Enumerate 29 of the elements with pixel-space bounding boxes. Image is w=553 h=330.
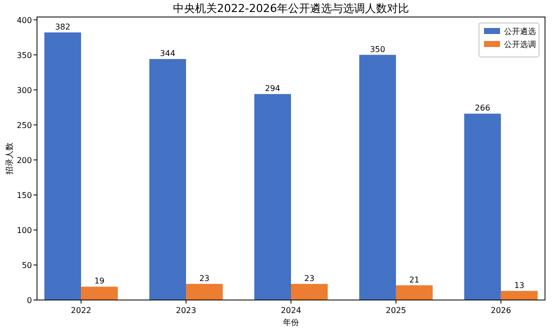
- data-label: 344: [160, 49, 176, 58]
- y-axis-title: 招录人数: [5, 142, 14, 176]
- data-label: 266: [474, 104, 490, 113]
- legend-label: 公开选调: [504, 40, 536, 49]
- data-label: 294: [264, 84, 280, 94]
- y-tick-label: 150: [16, 190, 32, 200]
- x-tick-label: 2024: [280, 306, 302, 315]
- x-tick-label: 2025: [386, 306, 406, 315]
- legend-label: 公开遴选: [504, 27, 536, 36]
- y-tick-label: 400: [16, 16, 32, 25]
- data-label: 19: [94, 276, 105, 286]
- chart-title: 中央机关2022-2026年公开遴选与选调人数对比: [173, 2, 409, 15]
- data-label: 23: [304, 274, 314, 283]
- data-label: 23: [199, 274, 210, 283]
- x-tick-label: 2026: [490, 306, 512, 315]
- y-tick-label: 50: [22, 260, 32, 270]
- y-tick-label: 0: [26, 296, 32, 305]
- x-tick-label: 2023: [176, 306, 196, 315]
- y-tick-label: 300: [16, 86, 32, 95]
- x-axis-title: 年份: [283, 318, 299, 327]
- y-tick-label: 100: [16, 226, 32, 235]
- x-tick-label: 2022: [70, 306, 92, 315]
- y-tick-label: 350: [16, 50, 32, 60]
- data-label: 21: [409, 275, 420, 284]
- data-label: 13: [514, 280, 524, 290]
- y-tick-label: 200: [16, 156, 32, 165]
- data-label: 350: [370, 44, 386, 54]
- data-label: 382: [55, 22, 70, 32]
- y-tick-label: 250: [16, 120, 32, 130]
